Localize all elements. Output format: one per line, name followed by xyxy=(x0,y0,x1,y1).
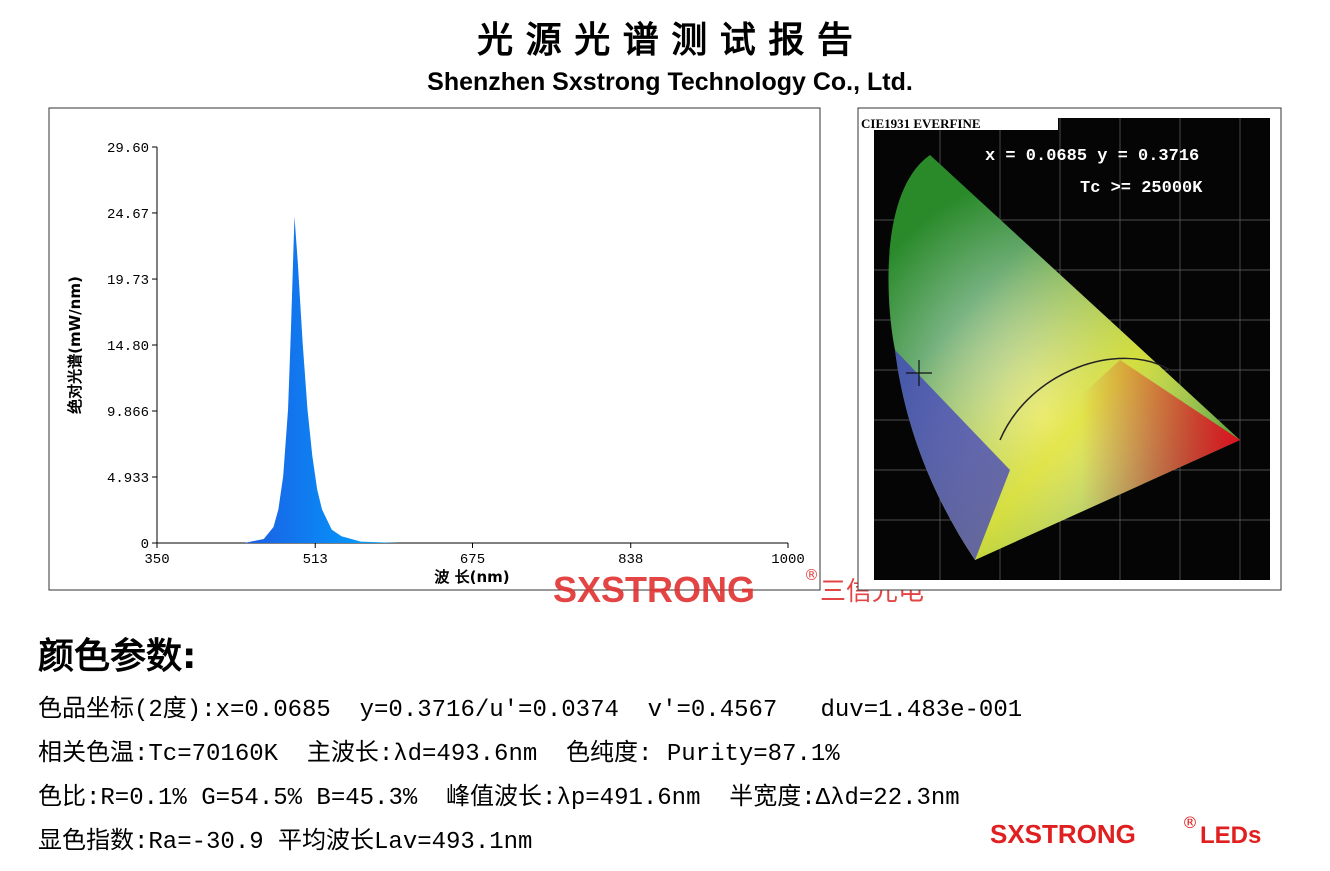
logo-reg: ® xyxy=(1182,813,1198,832)
logo-brand: SXSTRONG xyxy=(990,819,1136,849)
y-tick-label: 24.67 xyxy=(107,207,149,223)
x-tick-label: 1000 xyxy=(771,552,805,568)
x-tick-label: 838 xyxy=(618,552,643,568)
watermark: SXSTRONG ® 三信光电 xyxy=(553,566,924,610)
planckian-locus xyxy=(999,357,1171,441)
x-axis-label: 波 长(nm) xyxy=(434,568,509,586)
y-tick-label: 0 xyxy=(141,537,149,553)
params-title: 颜色参数: xyxy=(38,636,196,677)
watermark-brand: SXSTRONG xyxy=(553,569,755,610)
y-tick-label: 9.866 xyxy=(107,405,149,421)
subtitle: Shenzhen Sxstrong Technology Co., Ltd. xyxy=(427,68,913,96)
y-axis-label: 绝对光谱(mW/nm) xyxy=(66,276,84,414)
y-tick-label: 29.60 xyxy=(107,141,149,157)
logo-suffix: LEDs xyxy=(1200,822,1261,849)
cie-coords: x = 0.0685 y = 0.3716 xyxy=(985,147,1199,166)
chart-frame xyxy=(48,107,821,591)
param-line: 色比:R=0.1% G=54.5% B=45.3% 峰值波长:λp=491.6n… xyxy=(38,783,960,812)
y-tick-label: 14.80 xyxy=(107,339,149,355)
param-line: 显色指数:Ra=-30.9 平均波长Lav=493.1nm xyxy=(38,827,532,856)
x-tick-label: 675 xyxy=(460,552,485,568)
cie-blue xyxy=(895,350,1010,560)
title: 光 源 光 谱 测 试 报 告 xyxy=(477,20,853,61)
x-tick-label: 350 xyxy=(144,552,169,568)
y-tick-label: 19.73 xyxy=(107,273,149,289)
watermark-reg: ® xyxy=(804,566,819,584)
cie-tc: Tc >= 25000K xyxy=(1080,179,1203,198)
param-line: 色品坐标(2度):x=0.0685 y=0.3716/u'=0.0374 v'=… xyxy=(38,695,1022,724)
cie-red xyxy=(975,360,1240,560)
y-tick-label: 4.933 xyxy=(107,471,149,487)
chromaticity-cross xyxy=(906,360,932,386)
param-line: 相关色温:Tc=70160K 主波长:λd=493.6nm 色纯度: Purit… xyxy=(38,739,840,768)
cie-title: CIE1931 EVERFINE xyxy=(861,116,981,131)
cie-title-bg xyxy=(860,116,1058,130)
x-tick-label: 513 xyxy=(303,552,328,568)
